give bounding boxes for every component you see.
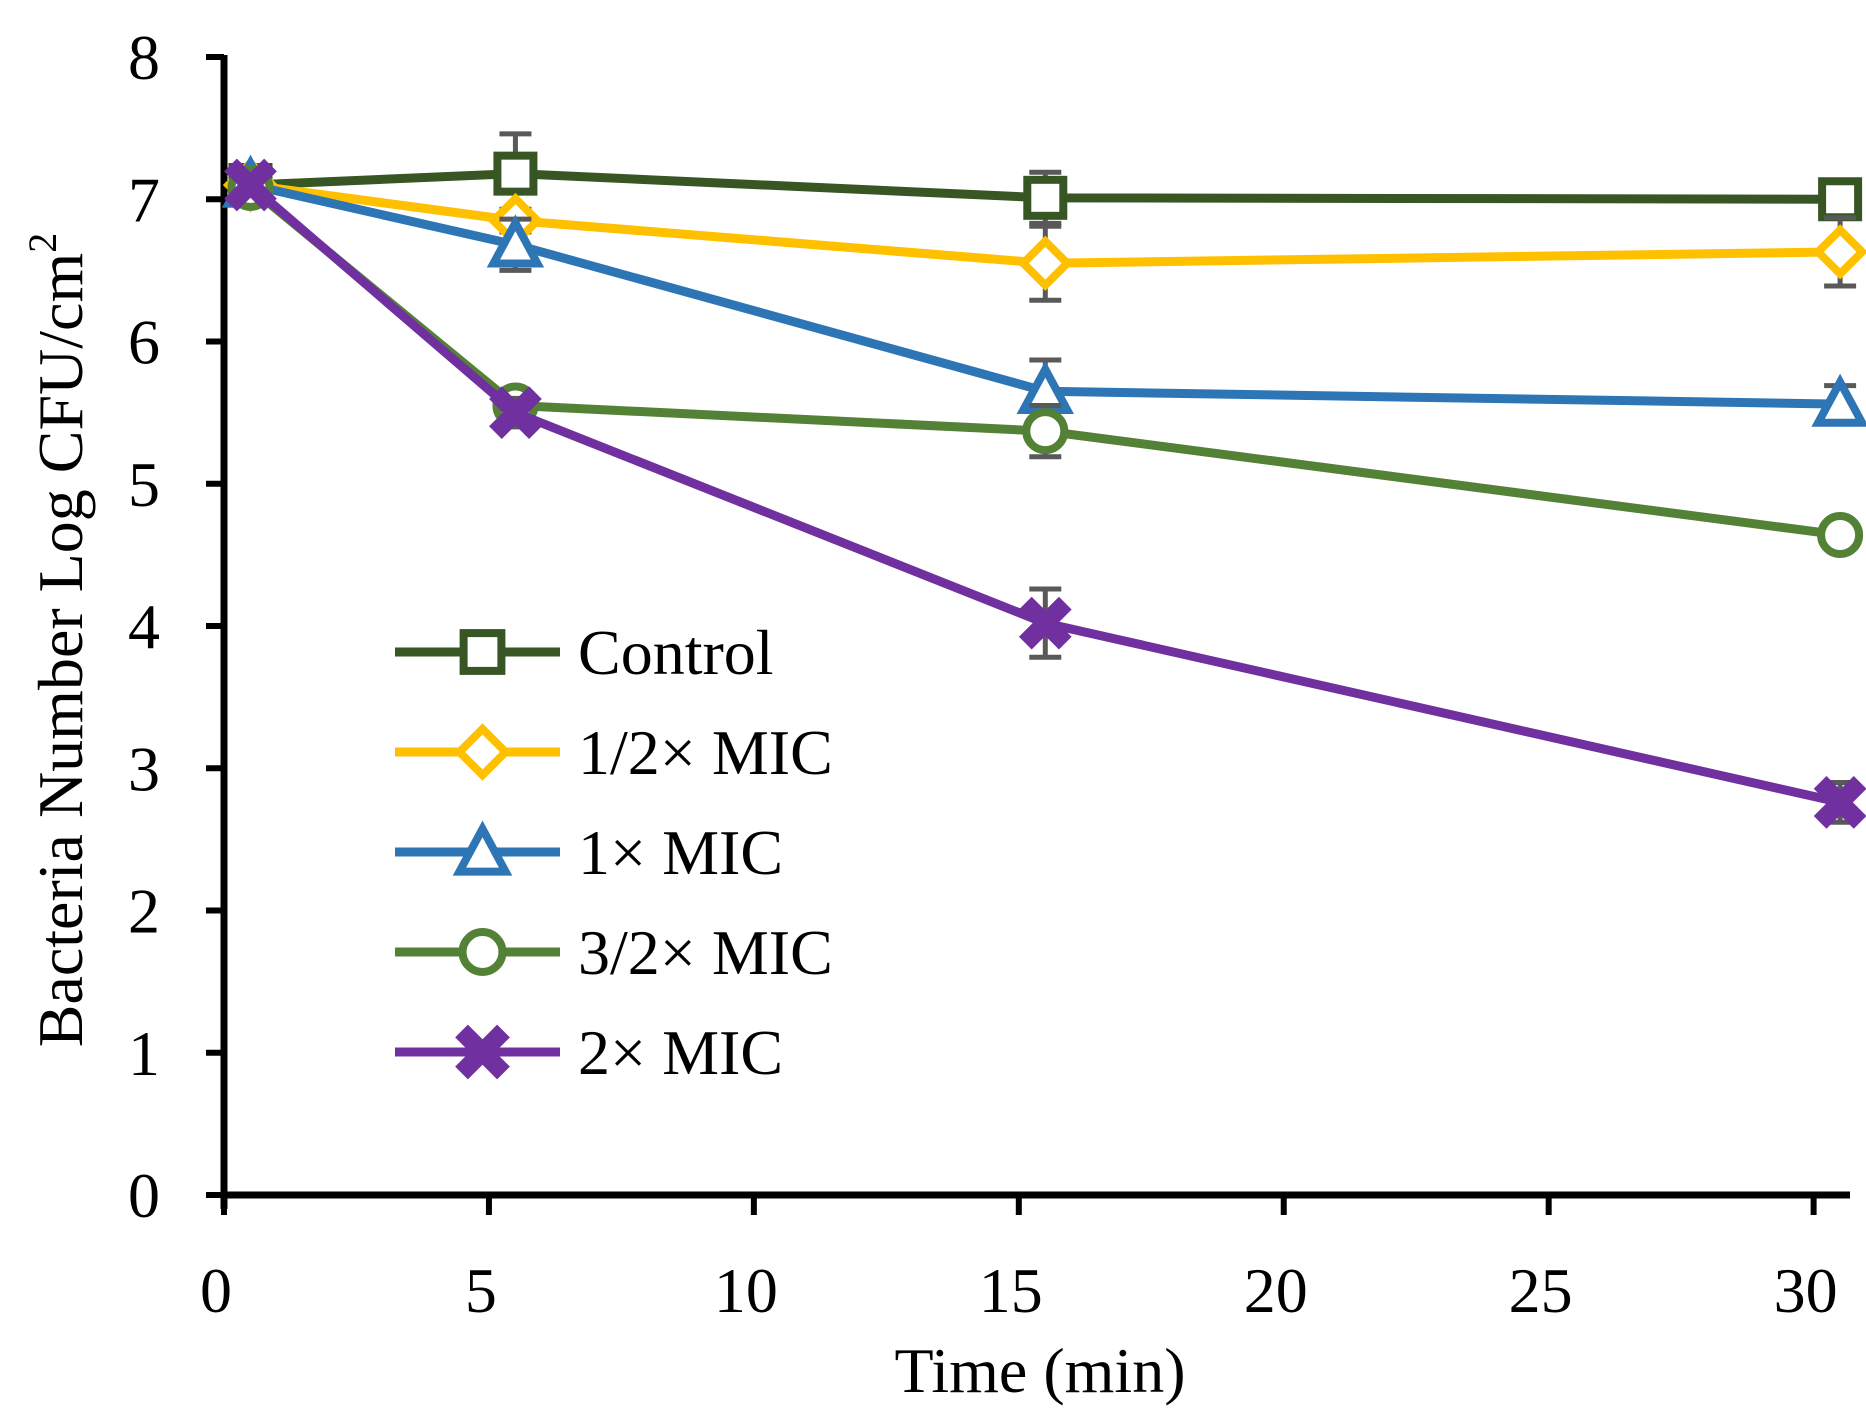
axes-layer: 0 1 2 3 4 5 6 7 8 0 5 10 15 20 25 30 Time (min) Bacteria … xyxy=(20,22,1850,1406)
data-point-3-2 xyxy=(1022,408,1069,455)
y-tick-label-7: 7 xyxy=(128,164,160,235)
y-tick-label-0: 0 xyxy=(128,1160,160,1231)
legend-marker-2 xyxy=(452,820,513,876)
x-tick-label-30: 30 xyxy=(1774,1255,1838,1326)
legend-marker-1 xyxy=(453,723,512,781)
y-tick-label-1: 1 xyxy=(128,1018,160,1089)
legend-entry-2: 1× MIC xyxy=(395,817,783,888)
data-point-4-1 xyxy=(489,386,542,439)
legend-label-1: 1/2× MIC xyxy=(578,717,833,788)
series-4 xyxy=(224,158,1866,829)
data-point-1-3 xyxy=(1812,224,1866,280)
x-tick-label-25: 25 xyxy=(1509,1255,1573,1326)
series-line-4 xyxy=(247,181,1842,807)
legend-entry-4: 2× MIC xyxy=(395,1017,783,1088)
data-point-4-0 xyxy=(224,158,277,212)
legend-entry-0: Control xyxy=(395,617,774,688)
y-tick-label-5: 5 xyxy=(128,449,160,520)
series-0 xyxy=(228,131,1863,226)
data-point-4-2 xyxy=(1018,596,1072,650)
x-tick-label-10: 10 xyxy=(714,1255,778,1326)
data-point-4-3 xyxy=(1813,776,1866,829)
series-line-2 xyxy=(249,180,1841,409)
legend-entry-1: 1/2× MIC xyxy=(395,717,833,788)
series-line-1 xyxy=(249,180,1841,268)
y-axis-title: Bacteria Number Log CFU/cm2 xyxy=(20,233,96,1047)
data-point-0-1 xyxy=(493,151,538,196)
legend-entry-3: 3/2× MIC xyxy=(395,917,833,988)
series-line-0 xyxy=(250,169,1841,204)
y-tick-label-3: 3 xyxy=(128,733,160,804)
legend-label-2: 1× MIC xyxy=(578,817,783,888)
legend-marker-0 xyxy=(459,629,506,675)
y-tick-label-4: 4 xyxy=(128,591,160,662)
series-layer xyxy=(221,131,1866,829)
legend-label-0: Control xyxy=(578,617,774,688)
x-tick-label-20: 20 xyxy=(1244,1255,1308,1326)
x-axis-title: Time (min) xyxy=(895,1335,1186,1406)
legend-label-4: 2× MIC xyxy=(578,1017,783,1088)
data-point-2-3 xyxy=(1811,373,1866,427)
data-point-0-2 xyxy=(1023,175,1068,220)
legend-marker-4 xyxy=(455,1024,510,1080)
legend-label-3: 3/2× MIC xyxy=(578,917,833,988)
data-point-1-2 xyxy=(1017,235,1073,291)
data-point-2-1 xyxy=(486,214,545,268)
x-tick-label-5: 5 xyxy=(465,1255,497,1326)
data-point-3-3 xyxy=(1817,511,1864,558)
data-point-0-3 xyxy=(1818,177,1863,222)
x-tick-label-0: 0 xyxy=(200,1255,232,1326)
y-tick-label-8: 8 xyxy=(128,22,160,93)
y-tick-label-6: 6 xyxy=(128,307,160,378)
legend-marker-3 xyxy=(458,928,507,976)
y-tick-label-2: 2 xyxy=(128,876,160,947)
legend: Control 1/2× MIC 1× MIC 3/2× MIC 2× MIC xyxy=(395,617,833,1088)
series-2 xyxy=(221,154,1866,427)
x-tick-label-15: 15 xyxy=(979,1255,1043,1326)
y-axis-title-superscript: 2 xyxy=(20,233,65,253)
